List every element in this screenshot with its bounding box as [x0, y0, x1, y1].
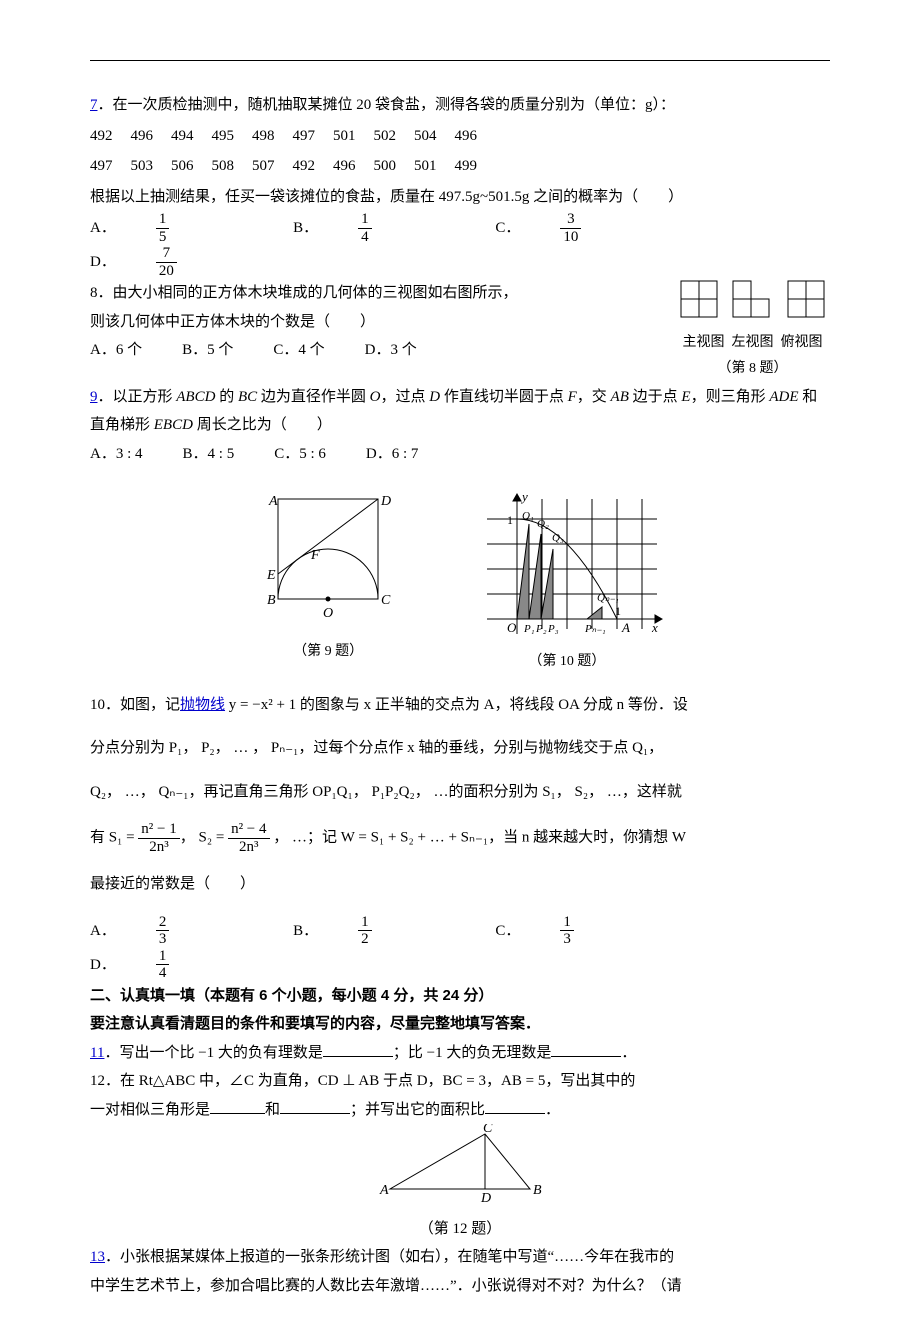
svg-text:C: C: [483, 1124, 493, 1136]
q12: 12．在 Rt△ABC 中，∠C 为直角，CD ⊥ AB 于点 D，BC = 3…: [90, 1067, 830, 1243]
front-view-icon: [679, 279, 719, 319]
q10-pre: 10．如图，记: [90, 697, 180, 713]
svg-text:A: A: [268, 494, 278, 509]
parabola-link[interactable]: 抛物线: [180, 697, 225, 713]
q8-caption: （第 8 题）: [675, 356, 830, 383]
svg-text:x: x: [651, 620, 658, 635]
svg-text:y: y: [520, 489, 528, 504]
svg-text:P₃: P₃: [547, 623, 559, 635]
label-main: 主视图: [683, 335, 725, 350]
q7-link[interactable]: 7: [90, 97, 98, 113]
blank: [280, 1098, 350, 1114]
q7-data-row1: 492496494495498497501502504496: [90, 122, 495, 151]
q12-and: 和: [265, 1102, 280, 1118]
q10-line3: Q₂， …， Qₙ₋₁，再记直角三角形 OP₁Q₁， P₁P₂Q₂， …的面积分…: [90, 778, 830, 807]
q10-eq: y = −x² + 1: [225, 697, 300, 713]
q7-stem-a: ．在一次质检抽测中，随机抽取某摊位 20 袋食盐，测得各袋的质量分别为（单位：g…: [98, 97, 676, 113]
svg-text:O: O: [507, 620, 517, 635]
q7-stem-b: 根据以上抽测结果，任买一袋该摊位的食盐，质量在 497.5g~501.5g 之间…: [90, 183, 830, 212]
blank: [323, 1041, 393, 1057]
left-view-icon: [731, 279, 775, 319]
q11-link[interactable]: 11: [90, 1045, 104, 1061]
q9-caption: （第 9 题）: [253, 639, 403, 666]
q10-line2: 分点分别为 P₁， P₂， … ， Pₙ₋₁，过每个分点作 x 轴的垂线，分别与…: [90, 734, 830, 763]
svg-text:1: 1: [615, 604, 621, 618]
svg-text:Pₙ₋₁: Pₙ₋₁: [584, 623, 606, 635]
svg-text:A: A: [621, 620, 630, 635]
q7: 7．在一次质检抽测中，随机抽取某摊位 20 袋食盐，测得各袋的质量分别为（单位：…: [90, 91, 830, 279]
figure-q12: A B C D （第 12 题）: [90, 1124, 830, 1243]
q10-line5: 最接近的常数是（ ）: [90, 870, 830, 899]
svg-text:B: B: [267, 593, 276, 608]
svg-text:D: D: [380, 494, 391, 509]
q11: 11．写出一个比 −1 大的负有理数是 ；比 −1 大的负无理数是 ．: [90, 1039, 830, 1068]
q10-options: A．23 B．12 C．13 D．14: [90, 914, 830, 982]
label-top: 俯视图: [781, 335, 823, 350]
q11-end: ．: [621, 1045, 636, 1061]
blank: [551, 1041, 621, 1057]
q7-options: A．15 B．14 C．310 D．720: [90, 211, 830, 279]
q9-link[interactable]: 9: [90, 389, 98, 405]
q13-a: ．小张根据某媒体上报道的一张条形统计图（如右），在随笔中写道“……今年在我市的: [105, 1249, 674, 1265]
q12-end: ．: [545, 1102, 560, 1118]
svg-text:Q₂: Q₂: [537, 518, 549, 530]
figures-row: A D E B C O F （第 9 题）: [90, 489, 830, 676]
blank: [485, 1098, 545, 1114]
svg-text:1: 1: [507, 513, 513, 527]
q13: 13．小张根据某媒体上报道的一张条形统计图（如右），在随笔中写道“……今年在我市…: [90, 1243, 830, 1300]
q12-caption: （第 12 题）: [90, 1215, 830, 1244]
svg-text:O: O: [323, 606, 333, 621]
section2-note: 要注意认真看清题目的条件和要填写的内容，尽量完整地填写答案．: [90, 1010, 830, 1039]
q10: 10．如图，记抛物线 y = −x² + 1 的图象与 x 正半轴的交点为 A，…: [90, 691, 830, 982]
q10-caption: （第 10 题）: [467, 649, 667, 676]
blank: [210, 1098, 265, 1114]
section2-head: 二、认真填一填（本题有 6 个小题，每小题 4 分，共 24 分）: [90, 982, 830, 1011]
q12-c: ；并写出它的面积比: [350, 1102, 485, 1118]
q12-b: 一对相似三角形是: [90, 1102, 210, 1118]
top-rule: [90, 60, 830, 61]
svg-text:Qₙ₋₁: Qₙ₋₁: [597, 592, 619, 604]
q8-figure: 主视图 左视图 俯视图 （第 8 题）: [675, 279, 830, 383]
q13-link[interactable]: 13: [90, 1249, 105, 1265]
svg-text:Q₃: Q₃: [552, 532, 564, 544]
svg-text:A: A: [379, 1183, 389, 1198]
q12-a: 12．在 Rt△ABC 中，∠C 为直角，CD ⊥ AB 于点 D，BC = 3…: [90, 1073, 635, 1089]
svg-text:F: F: [310, 548, 320, 563]
q13-b: 中学生艺术节上，参加合唱比赛的人数比去年激增……”．小张说得对不对？为什么？（请: [90, 1272, 830, 1301]
svg-text:D: D: [480, 1191, 491, 1204]
svg-text:B: B: [533, 1183, 542, 1198]
top-view-icon: [786, 279, 826, 319]
q9-options: A．3 : 4B．4 : 5C．5 : 6D．6 : 7: [90, 440, 830, 469]
svg-text:P₁: P₁: [523, 623, 535, 635]
svg-text:C: C: [381, 593, 391, 608]
q10-line4: 有 S₁ = n² − 12n³， S₂ = n² − 42n³ ， …；记 W…: [90, 821, 830, 855]
label-left: 左视图: [732, 335, 774, 350]
q7-data-row2: 497503506508507492496500501499: [90, 152, 495, 181]
q11-a: ．写出一个比 −1 大的负有理数是: [104, 1045, 322, 1061]
figure-q10: O 1 1 A x y P₁ P₂ P₃ Pₙ₋₁ Q₁ Q₂ Q₃ Qₙ₋₁ …: [467, 489, 667, 676]
figure-q9: A D E B C O F （第 9 题）: [253, 489, 403, 666]
q9: 9．以正方形 ABCD 的 BC 边为直径作半圆 O，过点 D 作直线切半圆于点…: [90, 383, 830, 469]
svg-text:Q₁: Q₁: [522, 510, 534, 522]
svg-text:E: E: [266, 568, 276, 583]
q10-post-a: 的图象与 x 正半轴的交点为 A，将线段 OA 分成 n 等份．设: [300, 697, 688, 713]
q11-mid: ；比 −1 大的负无理数是: [393, 1045, 551, 1061]
svg-text:P₂: P₂: [535, 623, 547, 635]
